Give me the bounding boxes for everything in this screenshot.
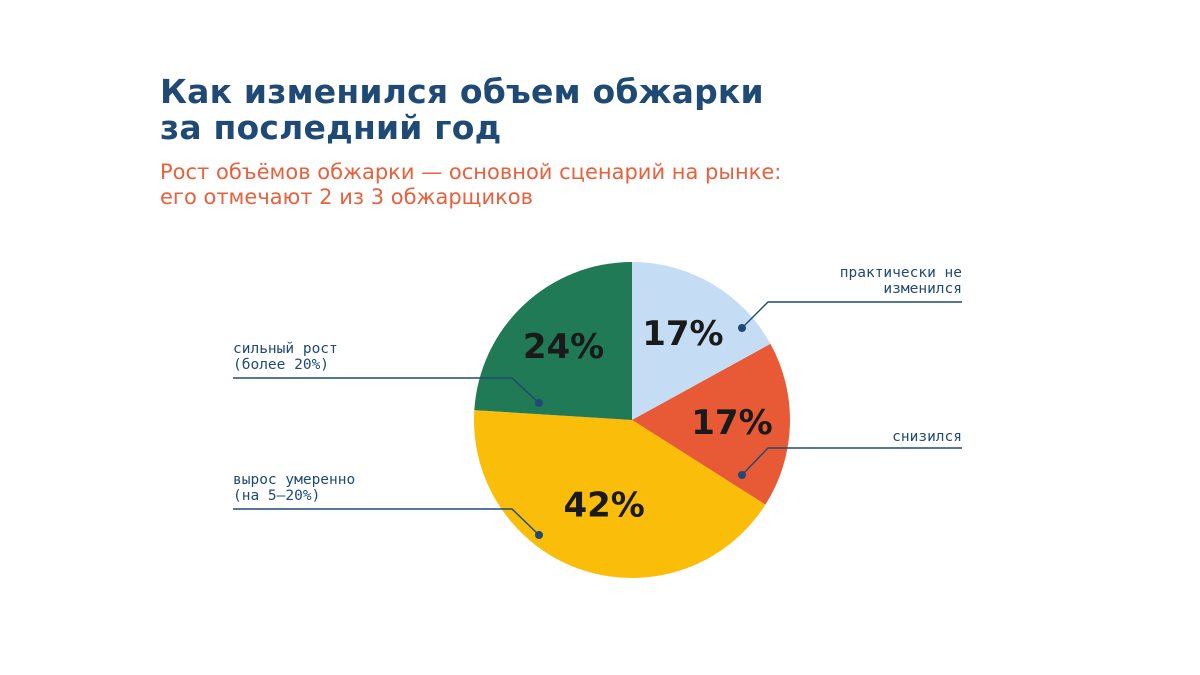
category-label-strong-growth-line-1: сильный рост <box>233 341 338 357</box>
category-label-strong-growth: сильный рост (более 20%) <box>233 341 338 373</box>
callout-line-decreased <box>741 447 962 476</box>
value-label-unchanged: 17% <box>642 314 723 354</box>
pie-slice-decreased <box>632 343 791 505</box>
category-label-decreased-line-1: снизился <box>892 429 962 445</box>
callout-line-strong-growth <box>233 377 540 404</box>
chart-title-line-2: за последний год <box>160 108 502 147</box>
category-label-moderate-growth: вырос умеренно (на 5–20%) <box>233 472 355 504</box>
pie-slice-moderate-growth <box>474 410 766 578</box>
chart-title: Как изменился объем обжарки за последний… <box>160 74 764 146</box>
chart-subtitle-line-1: Рост объёмов обжарки — основной сценарий… <box>160 160 782 184</box>
callout-dot-moderate-growth <box>535 531 543 539</box>
callout-line-moderate-growth <box>233 508 540 536</box>
pie-value-labels: 17% 17% 42% 24% <box>523 314 773 526</box>
value-label-strong-growth: 24% <box>523 327 604 367</box>
value-label-decreased: 17% <box>691 403 772 443</box>
callout-line-unchanged <box>741 301 962 329</box>
category-label-moderate-growth-line-1: вырос умеренно <box>233 472 356 488</box>
category-label-moderate-growth-line-2: (на 5–20%) <box>233 488 321 504</box>
callout-lines <box>233 301 962 539</box>
category-label-unchanged-line-1: практически не <box>839 265 962 281</box>
pie-slice-unchanged <box>632 262 771 420</box>
chart-subtitle-line-2: его отмечают 2 из 3 обжарщиков <box>160 185 533 209</box>
callout-dot-decreased <box>738 471 746 479</box>
category-label-strong-growth-line-2: (более 20%) <box>233 357 330 373</box>
category-label-unchanged-line-2: изменился <box>883 281 962 297</box>
chart-subtitle: Рост объёмов обжарки — основной сценарий… <box>160 160 781 210</box>
category-label-unchanged: практически не изменился <box>840 265 962 297</box>
callout-dot-unchanged <box>738 324 746 332</box>
category-label-decreased: снизился <box>892 429 962 445</box>
callout-dot-strong-growth <box>535 399 543 407</box>
chart-title-line-1: Как изменился объем обжарки <box>160 72 764 111</box>
value-label-moderate-growth: 42% <box>563 486 644 526</box>
